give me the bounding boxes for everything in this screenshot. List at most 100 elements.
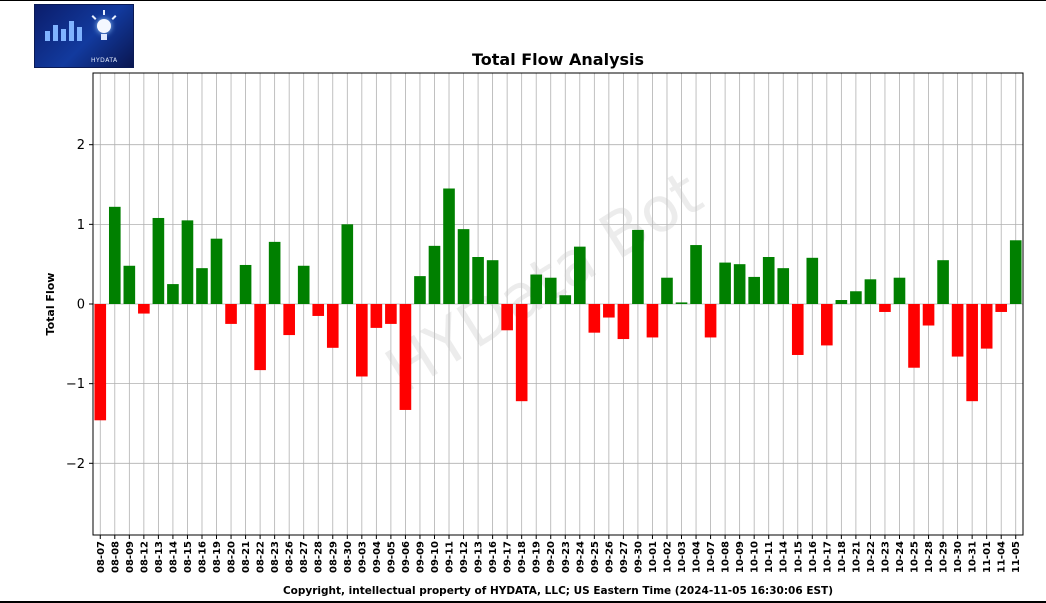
x-tick-label: 09-30: [633, 541, 644, 573]
x-tick-label: 09-24: [575, 541, 586, 573]
bar-09-18: [515, 304, 528, 402]
bar-08-19: [210, 238, 223, 304]
x-tick-label: 08-13: [154, 541, 165, 573]
bar-10-30: [951, 304, 964, 357]
x-tick-label: 11-05: [1011, 541, 1022, 573]
bar-09-13: [472, 257, 484, 304]
x-tick-label: 10-22: [866, 541, 877, 573]
x-tick-label: 10-15: [793, 541, 804, 573]
bar-10-24: [893, 277, 906, 304]
x-tick-label: 10-07: [706, 541, 717, 573]
x-tick-label: 08-08: [110, 541, 121, 573]
x-tick-label: 10-31: [968, 541, 979, 573]
copyright-footer: Copyright, intellectual property of HYDA…: [283, 585, 833, 597]
x-tick-label: 08-12: [139, 541, 150, 573]
bar-10-02: [661, 277, 673, 304]
x-tick-label: 10-16: [808, 541, 819, 573]
bar-08-08: [108, 206, 121, 304]
bar-10-28: [922, 304, 935, 326]
x-tick-label: 10-10: [750, 541, 761, 573]
y-tick-label: 0: [77, 298, 85, 313]
bar-09-09: [414, 276, 426, 304]
x-tick-label: 08-29: [328, 541, 339, 573]
bar-10-07: [704, 304, 717, 338]
x-tick-label: 08-30: [343, 541, 354, 573]
hydata-logo: HYDATA: [34, 4, 134, 68]
x-tick-label: 10-09: [735, 541, 746, 573]
bar-09-20: [544, 277, 557, 304]
y-tick-label: 2: [77, 138, 85, 153]
x-axis-ticks: 08-07 08-08 08-09 08-12 08-13 08-14 08-15 08-16…: [96, 535, 1022, 573]
x-tick-label: 08-07: [96, 541, 107, 573]
x-tick-label: 09-10: [430, 541, 441, 573]
bar-10-22: [864, 279, 877, 304]
bar-10-08: [719, 262, 731, 304]
x-tick-label: 10-03: [677, 541, 688, 573]
x-tick-label: 09-27: [619, 541, 630, 573]
x-tick-label: 09-16: [488, 541, 499, 573]
x-tick-label: 08-16: [197, 541, 208, 573]
bar-09-16: [486, 260, 499, 304]
bar-09-04: [370, 304, 383, 328]
x-tick-label: 09-23: [561, 541, 572, 573]
bar-10-21: [850, 291, 862, 304]
bar-10-15: [791, 304, 804, 355]
x-tick-label: 10-11: [764, 541, 775, 573]
lightbulb-icon: [97, 19, 111, 33]
lightbulb-base: [101, 34, 107, 40]
bar-11-04: [995, 304, 1008, 312]
x-tick-label: 11-04: [997, 541, 1008, 573]
bar-08-20: [225, 304, 237, 324]
bar-10-23: [879, 304, 891, 312]
x-tick-label: 10-14: [779, 541, 790, 573]
bar-10-18: [835, 300, 848, 304]
bar-10-29: [937, 260, 949, 304]
bar-08-13: [152, 217, 165, 304]
bar-10-01: [646, 304, 659, 338]
bar-10-03: [675, 302, 688, 304]
x-tick-label: 09-04: [372, 541, 383, 573]
bar-08-12: [138, 304, 150, 314]
y-tick-label: −2: [66, 457, 85, 472]
bar-09-26: [603, 304, 615, 318]
y-axis-label: Total Flow: [44, 273, 57, 336]
bar-08-21: [239, 264, 252, 304]
bar-10-31: [966, 304, 978, 402]
x-tick-label: 08-28: [314, 541, 325, 573]
bar-08-22: [254, 304, 266, 371]
x-tick-label: 10-02: [662, 541, 673, 573]
x-tick-label: 08-20: [227, 541, 238, 573]
x-tick-label: 08-21: [241, 541, 252, 573]
x-tick-label: 10-30: [953, 541, 964, 573]
bar-09-10: [428, 245, 441, 304]
x-tick-label: 08-27: [299, 541, 310, 573]
bar-10-09: [733, 264, 746, 304]
x-tick-label: 09-09: [415, 541, 426, 573]
bar-09-17: [501, 304, 513, 331]
x-tick-label: 09-17: [503, 541, 514, 573]
x-tick-label: 10-21: [851, 541, 862, 573]
x-tick-label: 10-24: [895, 541, 906, 573]
x-tick-label: 10-25: [910, 541, 921, 573]
bar-10-16: [806, 257, 819, 304]
x-tick-label: 08-22: [256, 541, 267, 573]
x-tick-label: 09-20: [546, 541, 557, 573]
bar-09-06: [399, 304, 412, 410]
x-tick-label: 09-05: [386, 541, 397, 573]
bar-09-12: [457, 229, 470, 304]
bar-08-30: [341, 224, 354, 304]
x-tick-label: 10-23: [880, 541, 891, 573]
x-tick-label: 08-26: [285, 541, 296, 573]
bar-10-17: [821, 304, 833, 346]
bar-09-19: [530, 274, 543, 304]
x-tick-label: 09-18: [517, 541, 528, 573]
bar-10-25: [908, 304, 920, 368]
bottom-border-line: [0, 601, 1046, 603]
bar-09-05: [385, 304, 397, 324]
bar-11-01: [980, 304, 993, 349]
bar-08-29: [326, 304, 339, 348]
bar-08-27: [297, 265, 310, 304]
x-tick-label: 08-19: [212, 541, 223, 573]
x-tick-label: 09-03: [357, 541, 368, 573]
logo-wordmark: HYDATA: [91, 57, 118, 64]
